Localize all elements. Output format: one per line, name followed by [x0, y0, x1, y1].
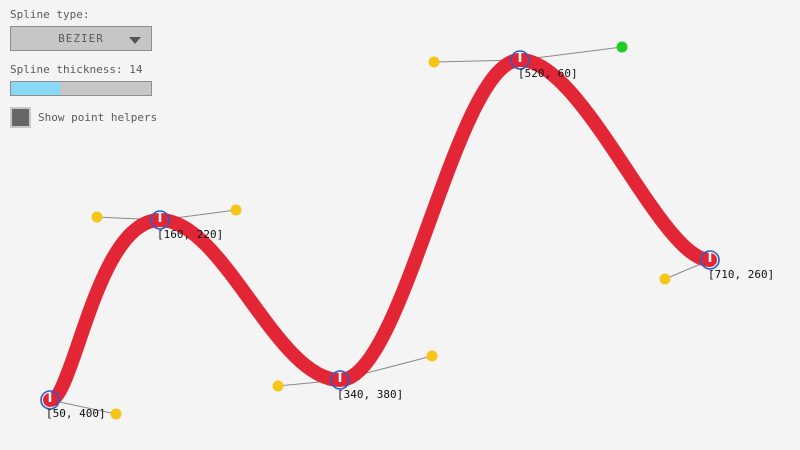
- handle-dots-group[interactable]: [91, 41, 671, 420]
- anchor-point[interactable]: [150, 210, 170, 230]
- spline-thickness-label: Spline thickness: 14: [10, 63, 143, 76]
- slider-fill: [11, 82, 60, 95]
- control-handle-dot[interactable]: [91, 211, 103, 223]
- spline-type-label: Spline type:: [10, 8, 90, 21]
- chevron-down-icon: [129, 36, 141, 44]
- show-point-helpers-row[interactable]: Show point helpers: [10, 107, 158, 128]
- anchor-point[interactable]: [330, 370, 350, 390]
- control-handle-dot[interactable]: [616, 41, 628, 53]
- show-point-helpers-label: Show point helpers: [38, 111, 158, 124]
- control-handle-dot[interactable]: [272, 380, 284, 392]
- anchor-point[interactable]: [700, 250, 720, 270]
- anchor-point[interactable]: [40, 390, 60, 410]
- spline-path[interactable]: [43, 53, 717, 407]
- spline-thickness-slider[interactable]: [10, 81, 152, 96]
- anchor-points-group[interactable]: [40, 50, 720, 410]
- show-point-helpers-checkbox[interactable]: [10, 107, 31, 128]
- control-panel: Spline type: BEZIER Spline thickness: 14…: [10, 8, 158, 128]
- control-handle-dot[interactable]: [659, 273, 671, 285]
- spline-type-dropdown[interactable]: BEZIER: [10, 26, 152, 51]
- control-handle-dot[interactable]: [428, 56, 440, 68]
- spline-type-value: BEZIER: [58, 32, 104, 45]
- control-handle-dot[interactable]: [230, 204, 242, 216]
- control-handle-dot[interactable]: [426, 350, 438, 362]
- anchor-point[interactable]: [510, 50, 530, 70]
- spacer: [10, 51, 154, 63]
- control-handle-dot[interactable]: [110, 408, 122, 420]
- spacer: [10, 96, 154, 107]
- handle-line: [49, 399, 117, 415]
